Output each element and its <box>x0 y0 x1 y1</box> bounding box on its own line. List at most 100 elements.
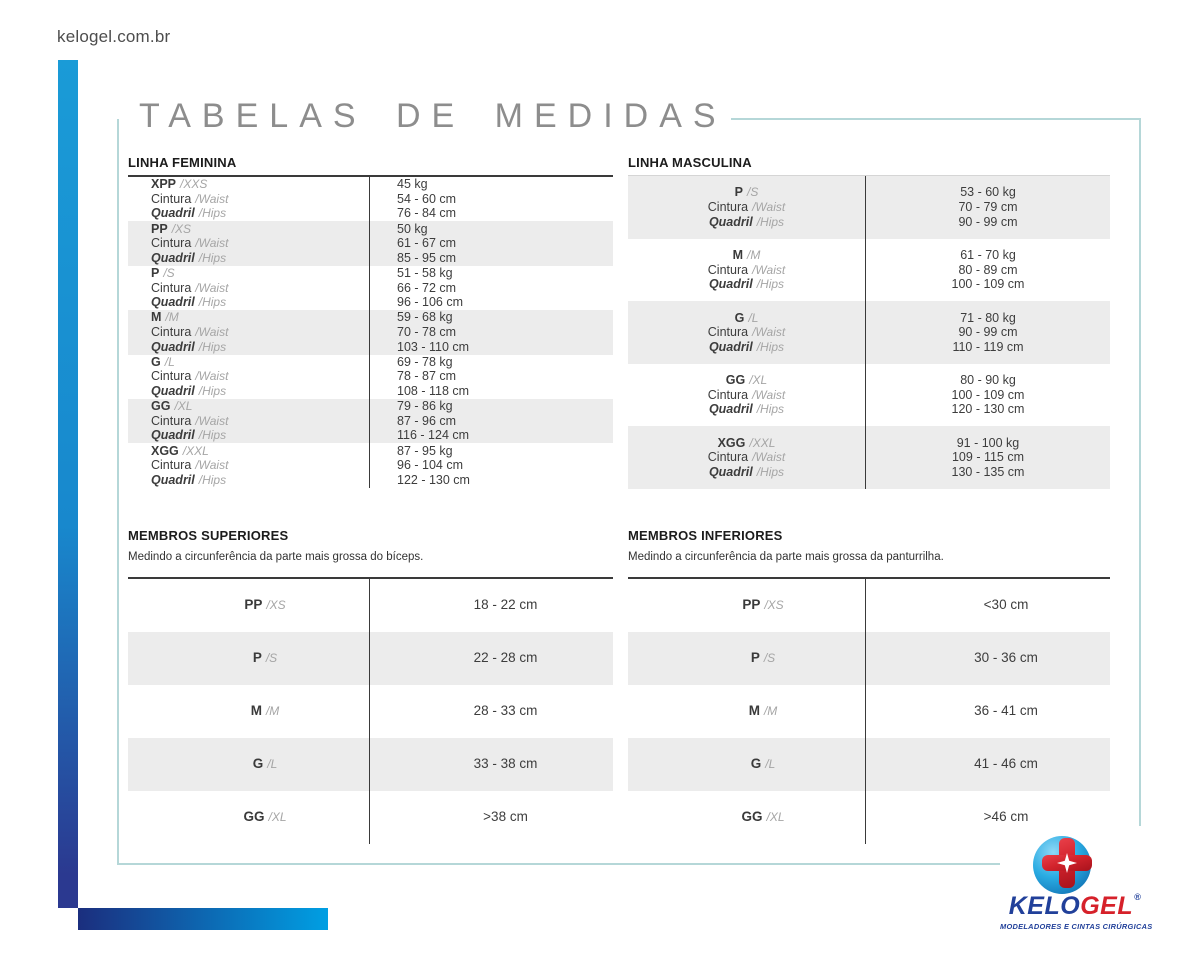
circumference-value: 18 - 22 cm <box>473 597 538 613</box>
hips-value: 85 - 95 cm <box>397 250 457 265</box>
size-en: /L <box>765 757 776 772</box>
table-subtitle: Medindo a circunferência da parte mais g… <box>628 551 944 563</box>
table-title: MEMBROS INFERIORES <box>628 528 783 543</box>
measurement-cell: 80 - 90 kg 100 - 109 cm 120 - 130 cm <box>866 364 1110 427</box>
size-en: /XXL <box>182 443 209 458</box>
size-row: P/S Cintura/Waist Quadril/Hips 53 - 60 k… <box>628 176 1110 239</box>
hips-label: Quadril/Hips <box>151 340 369 355</box>
measurement-cell: 41 - 46 cm <box>866 738 1110 791</box>
size-row: G/L Cintura/Waist Quadril/Hips 69 - 78 k… <box>128 354 613 399</box>
size-cell: P/S Cintura/Waist Quadril/Hips <box>128 265 370 311</box>
size-cell: M/M <box>128 685 370 738</box>
size-pt: PP <box>244 597 263 613</box>
size-row: M/M Cintura/Waist Quadril/Hips 59 - 68 k… <box>128 310 613 355</box>
size-row: XGG/XXL Cintura/Waist Quadril/Hips 91 - … <box>628 426 1110 489</box>
size-pt: M <box>151 310 162 325</box>
waist-label: Cintura/Waist <box>151 325 369 340</box>
waist-label: Cintura/Waist <box>151 369 369 384</box>
hips-en: /Hips <box>198 384 227 399</box>
size-row: G/L 33 - 38 cm <box>128 738 613 791</box>
size-en: /XL <box>268 810 287 825</box>
size-label: G/L <box>252 756 278 772</box>
table-rule <box>628 175 1110 176</box>
size-label: G/L <box>735 311 759 326</box>
size-row: PP/XS Cintura/Waist Quadril/Hips 50 kg 6… <box>128 221 613 266</box>
size-label: XPP/XXS <box>151 177 369 192</box>
size-label: G/L <box>750 756 776 772</box>
weight-value: 45 kg <box>397 177 428 192</box>
measurement-cell: 53 - 60 kg 70 - 79 cm 90 - 99 cm <box>866 176 1110 239</box>
size-en: /XL <box>174 399 193 414</box>
size-pt: G <box>151 354 161 369</box>
waist-value: 70 - 79 cm <box>958 200 1018 214</box>
size-row: M/M 28 - 33 cm <box>128 685 613 738</box>
size-en: /L <box>748 310 759 325</box>
size-pt: P <box>151 266 160 281</box>
waist-en: /Waist <box>195 369 229 384</box>
size-en: /S <box>763 651 776 666</box>
circumference-value: 30 - 36 cm <box>974 650 1038 666</box>
hips-en: /Hips <box>198 295 227 310</box>
hips-pt: Quadril <box>151 428 195 443</box>
waist-pt: Cintura <box>151 191 192 206</box>
waist-label: Cintura/Waist <box>708 388 785 403</box>
size-en: /XS <box>764 598 784 613</box>
size-cell: GG/XL <box>128 791 370 844</box>
size-label: M/M <box>151 310 369 325</box>
waist-en: /Waist <box>195 413 229 428</box>
size-label: P/S <box>751 650 776 666</box>
page-title: TABELAS DE MEDIDAS <box>139 97 727 135</box>
measurement-cell: 36 - 41 cm <box>866 685 1110 738</box>
size-en: /M <box>265 704 280 719</box>
waist-en: /Waist <box>752 325 786 340</box>
brand-kelo: KELO <box>1008 892 1081 920</box>
hips-label: Quadril/Hips <box>709 465 784 480</box>
measurement-cell: 28 - 33 cm <box>370 685 613 738</box>
measurement-cell: 18 - 22 cm <box>370 579 613 632</box>
hips-pt: Quadril <box>151 472 195 487</box>
size-label: G/L <box>151 355 369 370</box>
size-row: GG/XL >46 cm <box>628 791 1110 844</box>
size-pt: G <box>252 756 264 772</box>
table-body: P/S Cintura/Waist Quadril/Hips 53 - 60 k… <box>628 176 1110 489</box>
waist-pt: Cintura <box>707 262 749 277</box>
weight-value: 53 - 60 kg <box>960 185 1016 200</box>
table-rule <box>628 577 1110 579</box>
hips-en: /Hips <box>198 206 227 221</box>
size-pt: GG <box>725 373 746 388</box>
hips-value: 76 - 84 cm <box>397 206 457 221</box>
waist-label: Cintura/Waist <box>151 458 369 473</box>
size-cell: G/L Cintura/Waist Quadril/Hips <box>128 354 370 399</box>
hips-pt: Quadril <box>151 384 195 399</box>
table-body: PP/XS <30 cm P/S 30 - 36 cm M/M <box>628 579 1110 844</box>
size-pt: XPP <box>151 177 177 192</box>
size-label: P/S <box>735 185 759 200</box>
content-frame <box>117 119 1141 865</box>
size-cell: GG/XL Cintura/Waist Quadril/Hips <box>628 363 866 427</box>
size-pt: G <box>750 756 762 772</box>
size-pt: PP <box>151 221 168 236</box>
hips-en: /Hips <box>756 214 785 229</box>
kelogel-logo: KELOGEL® MODELADORES E CINTAS CIRÚRGICAS <box>1000 826 1152 942</box>
waist-label: Cintura/Waist <box>151 414 369 429</box>
size-cell: P/S <box>128 632 370 685</box>
size-cell: GG/XL <box>628 791 866 844</box>
measurement-cell: 30 - 36 cm <box>866 632 1110 685</box>
size-label: M/M <box>251 703 280 719</box>
size-row: P/S 30 - 36 cm <box>628 632 1110 685</box>
size-en: /XS <box>171 221 192 236</box>
waist-en: /Waist <box>195 191 229 206</box>
hips-label: Quadril/Hips <box>709 340 784 355</box>
hips-en: /Hips <box>198 339 227 354</box>
size-en: /XS <box>266 598 286 613</box>
waist-en: /Waist <box>752 200 786 214</box>
hips-label: Quadril/Hips <box>151 295 369 310</box>
waist-pt: Cintura <box>707 325 749 340</box>
measurement-cell: 79 - 86 kg 87 - 96 cm 116 - 124 cm <box>370 399 613 443</box>
waist-pt: Cintura <box>151 413 192 428</box>
hips-label: Quadril/Hips <box>709 277 784 292</box>
hips-pt: Quadril <box>708 214 753 229</box>
circumference-value: 36 - 41 cm <box>974 703 1038 719</box>
hips-label: Quadril/Hips <box>151 206 369 221</box>
size-pt: GG <box>243 809 265 825</box>
